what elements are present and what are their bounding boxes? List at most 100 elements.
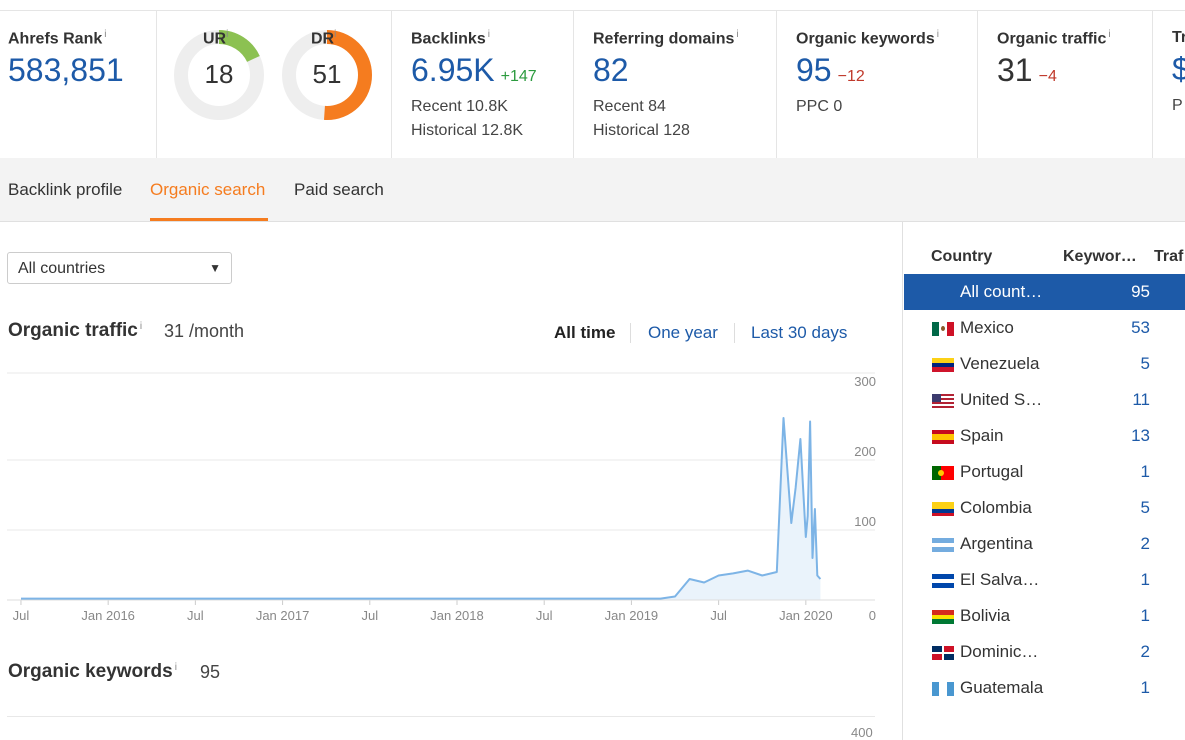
y-tick-label: 0	[869, 608, 876, 623]
country-row[interactable]: Spain 13	[904, 418, 1185, 454]
backlinks-value[interactable]: 6.95K	[411, 52, 495, 89]
country-row[interactable]: Mexico 53	[904, 310, 1185, 346]
x-tick-label: Jul	[536, 608, 553, 623]
traffic-area	[21, 418, 821, 600]
info-icon[interactable]: i	[936, 29, 939, 40]
flag-stripe	[932, 394, 941, 402]
x-tick-label: Jan 2020	[779, 608, 833, 623]
country-row[interactable]: Colombia 5	[904, 490, 1185, 526]
backlinks-recent[interactable]: Recent 10.8K	[411, 98, 508, 116]
info-icon[interactable]: i	[226, 29, 229, 40]
keywords-column-header[interactable]: Keywor…	[1063, 248, 1137, 265]
traffic-value-label: Tr	[1172, 29, 1185, 46]
x-tick-label: Jan 2016	[81, 608, 135, 623]
info-icon[interactable]: i	[736, 29, 739, 40]
flag-stripe	[932, 646, 954, 652]
country-row[interactable]: El Salva… 1	[904, 562, 1185, 598]
traffic-value-sub: P	[1172, 97, 1183, 114]
info-icon[interactable]: i	[174, 661, 177, 673]
country-row[interactable]: United S… 11	[904, 382, 1185, 418]
flag-stripe	[932, 682, 940, 696]
country-keyword-count[interactable]: 1	[1140, 606, 1150, 625]
flag-ve-icon	[932, 358, 954, 372]
country-keyword-count[interactable]: 2	[1140, 642, 1150, 661]
country-name[interactable]: Mexico	[960, 318, 1014, 337]
range-last-30-days[interactable]: Last 30 days	[751, 323, 848, 342]
organic-traffic-chart[interactable]: 300 200 100 0 Jul Jan 2016 Jul Jan 2017 Jul Jan 2…	[0, 370, 890, 632]
backlinks-historical[interactable]: Historical 12.8K	[411, 122, 524, 140]
country-row[interactable]: Guatemala 1	[904, 670, 1185, 706]
country-row[interactable]: Venezuela 5	[904, 346, 1185, 382]
country-keyword-count[interactable]: 53	[1131, 318, 1150, 337]
country-name[interactable]: Spain	[960, 426, 1004, 445]
tab-paid-search[interactable]: Paid search	[294, 180, 384, 199]
country-keyword-count[interactable]: 13	[1131, 426, 1150, 445]
country-keyword-count[interactable]: 2	[1140, 534, 1150, 553]
flag-stripe	[932, 322, 954, 336]
country-row[interactable]: Dominic… 2	[904, 634, 1185, 670]
country-name[interactable]: Portugal	[960, 462, 1024, 481]
ur-ring	[174, 30, 264, 120]
info-icon[interactable]: i	[334, 29, 337, 40]
country-keyword-count[interactable]: 1	[1140, 570, 1150, 589]
flag-stripe	[932, 513, 954, 516]
flag-stripe	[944, 654, 954, 660]
country-name[interactable]: Guatemala	[960, 678, 1044, 697]
x-tick-label: Jul	[13, 608, 30, 623]
country-keyword-count[interactable]: 1	[1140, 678, 1150, 697]
country-keyword-count[interactable]: 11	[1132, 390, 1150, 409]
referring-domains-label: Referring domains	[593, 30, 735, 48]
referring-domains-recent[interactable]: Recent 84	[593, 98, 666, 116]
country-row[interactable]: All count… 95	[904, 274, 1185, 310]
traffic-value-value[interactable]: $	[1172, 51, 1185, 87]
organic-traffic-value[interactable]: 31	[997, 52, 1033, 89]
country-name[interactable]: El Salva…	[960, 570, 1040, 589]
dr-donut[interactable]: DRi 51	[281, 29, 373, 121]
country-panel: Country Keywor… Traf All count… 95 Mexico 5…	[902, 222, 1185, 740]
flag-sv-icon	[932, 574, 954, 588]
ahrefs-rank-value[interactable]: 583,851	[8, 52, 124, 89]
country-name[interactable]: Colombia	[960, 498, 1032, 517]
country-name[interactable]: Dominic…	[960, 642, 1039, 661]
flag-stripe	[932, 583, 954, 588]
country-row[interactable]: Portugal 1	[904, 454, 1185, 490]
country-column-header[interactable]: Country	[931, 248, 993, 265]
info-icon[interactable]: i	[139, 320, 143, 332]
caret-down-icon: ▼	[209, 261, 221, 275]
backlinks-delta: +147	[500, 68, 537, 86]
dr-ring	[282, 30, 372, 120]
tab-backlink-profile[interactable]: Backlink profile	[8, 180, 123, 199]
country-keyword-count[interactable]: 5	[1140, 354, 1150, 373]
info-icon[interactable]: i	[487, 29, 490, 40]
country-name[interactable]: United S…	[960, 390, 1043, 409]
x-tick-label: Jul	[361, 608, 378, 623]
range-one-year[interactable]: One year	[648, 323, 718, 342]
organic-keywords-value[interactable]: 95	[796, 52, 832, 89]
info-icon[interactable]: i	[104, 29, 107, 40]
referring-domains-value[interactable]: 82	[593, 52, 629, 89]
ur-donut[interactable]: URi 18	[173, 29, 265, 121]
tab-organic-search[interactable]: Organic search	[150, 180, 266, 199]
country-name[interactable]: All count…	[960, 282, 1043, 301]
flag-stripe	[932, 502, 954, 509]
country-name[interactable]: Argentina	[960, 534, 1033, 553]
x-tick-label: Jan 2018	[430, 608, 484, 623]
referring-domains-historical[interactable]: Historical 128	[593, 122, 690, 140]
country-select[interactable]: All countries ▼	[7, 252, 232, 284]
range-all-time[interactable]: All time	[554, 323, 616, 342]
country-keyword-count[interactable]: 95	[1131, 282, 1150, 301]
country-keyword-count[interactable]: 5	[1140, 498, 1150, 517]
flag-stripe	[932, 682, 954, 696]
country-name[interactable]: Bolivia	[960, 606, 1011, 625]
organic-traffic-per-month: 31 /month	[164, 321, 245, 341]
country-row[interactable]: Bolivia 1	[904, 598, 1185, 634]
range-separator	[734, 323, 735, 343]
info-icon[interactable]: i	[1108, 29, 1111, 40]
traffic-column-header[interactable]: Traf	[1154, 248, 1184, 265]
flag-gt-icon	[932, 682, 954, 696]
y-tick-label: 100	[854, 514, 876, 529]
country-keyword-count[interactable]: 1	[1140, 462, 1150, 481]
country-name[interactable]: Venezuela	[960, 354, 1040, 373]
country-row[interactable]: Argentina 2	[904, 526, 1185, 562]
ppc-value: PPC 0	[796, 98, 843, 116]
